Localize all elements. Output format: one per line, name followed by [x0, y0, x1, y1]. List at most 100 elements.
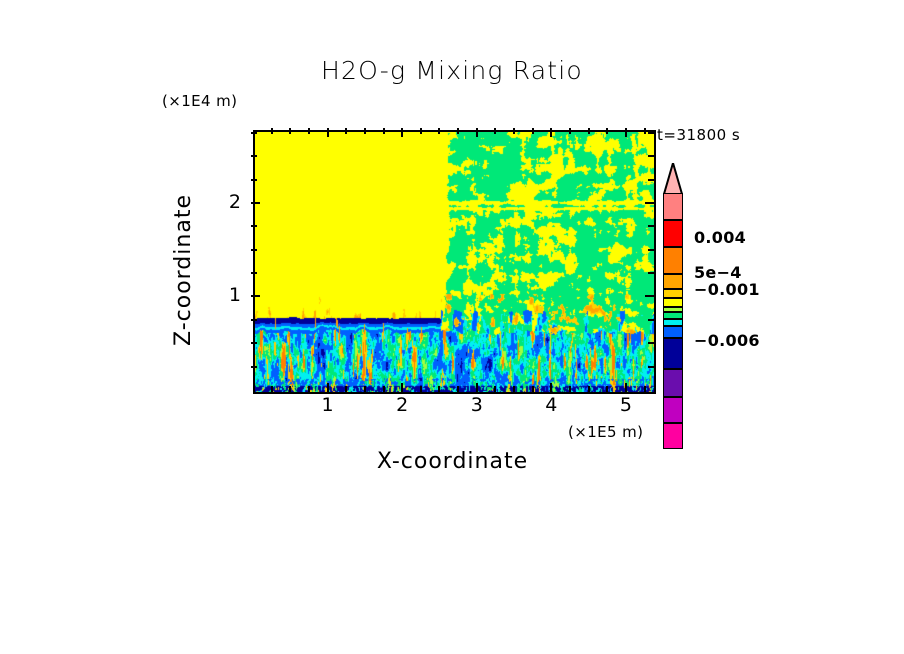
y-tick — [251, 365, 257, 368]
x-tick — [550, 383, 553, 392]
y-tick-right — [645, 201, 654, 204]
x-tick — [494, 386, 497, 392]
x-tick-label: 1 — [321, 394, 334, 416]
x-tick-top — [624, 128, 627, 137]
x-tick-label: 3 — [470, 394, 483, 416]
x-tick-top — [270, 128, 273, 134]
colorbar-band — [663, 312, 683, 319]
x-tick-top — [494, 128, 497, 134]
x-tick-top — [457, 128, 460, 134]
x-axis-title: X-coordinate — [376, 449, 529, 474]
colorbar-tick-label: 0.004 — [694, 228, 747, 247]
x-tick — [363, 386, 366, 392]
x-tick-top — [382, 128, 385, 134]
y-tick — [251, 178, 257, 181]
y-tick — [251, 201, 260, 204]
x-tick — [401, 383, 404, 392]
y-tick-right — [645, 295, 654, 298]
x-tick — [270, 386, 273, 392]
x-tick-top — [587, 128, 590, 134]
y-tick-right — [648, 272, 654, 275]
colorbar-band — [663, 326, 683, 338]
y-tick-right — [648, 318, 654, 321]
x-tick-top — [401, 128, 404, 137]
x-tick — [345, 386, 348, 392]
x-tick-top — [326, 128, 329, 137]
figure-title: H2O-g Mixing Ratio — [321, 56, 583, 85]
y-tick-right — [648, 365, 654, 368]
x-tick-top — [531, 128, 534, 134]
colorbar-band — [663, 369, 683, 397]
y-tick — [251, 272, 257, 275]
x-tick-top — [550, 128, 553, 137]
y-tick — [251, 225, 257, 228]
y-tick-right — [648, 155, 654, 158]
x-tick-top — [475, 128, 478, 137]
y-tick-right — [648, 225, 654, 228]
y-tick-right — [648, 342, 654, 345]
x-tick-top — [307, 128, 310, 134]
colorbar-band — [663, 397, 683, 423]
y-tick-right — [648, 178, 654, 181]
time-annotation: t=31800 s — [657, 126, 741, 144]
colorbar-arrow-icon — [662, 159, 684, 195]
x-axis-unit-label: (×1E5 m) — [568, 423, 644, 441]
z-axis-unit-label: (×1E4 m) — [162, 92, 238, 110]
colorbar-band — [663, 338, 683, 369]
colorbar-band — [663, 289, 683, 298]
x-tick-label: 2 — [396, 394, 409, 416]
x-tick — [513, 386, 516, 392]
x-tick-label: 5 — [619, 394, 632, 416]
colorbar — [662, 159, 684, 449]
y-tick — [251, 295, 260, 298]
x-tick-top — [606, 128, 609, 134]
x-tick-top — [289, 128, 292, 134]
x-tick — [326, 383, 329, 392]
x-tick-top — [643, 128, 646, 134]
y-tick — [251, 318, 257, 321]
colorbar-band — [663, 220, 683, 247]
contour-field — [255, 132, 654, 392]
y-tick — [251, 131, 257, 134]
colorbar-band — [663, 298, 683, 307]
y-tick-right — [648, 248, 654, 251]
x-tick — [419, 386, 422, 392]
x-tick-top — [438, 128, 441, 134]
x-tick — [382, 386, 385, 392]
plot-area — [253, 130, 656, 394]
colorbar-band — [663, 423, 683, 449]
x-tick — [606, 386, 609, 392]
colorbar-band — [663, 307, 683, 312]
x-tick — [643, 386, 646, 392]
x-tick-top — [345, 128, 348, 134]
y-tick-label: 2 — [228, 190, 241, 213]
x-tick-top — [568, 128, 571, 134]
x-tick-top — [419, 128, 422, 134]
y-tick — [251, 342, 257, 345]
colorbar-band — [663, 193, 683, 220]
colorbar-tick-label: −0.006 — [694, 331, 760, 350]
x-tick — [289, 386, 292, 392]
colorbar-tick-label: −0.001 — [694, 280, 760, 299]
y-axis-title: Z-coordinate — [171, 194, 196, 346]
x-tick — [438, 386, 441, 392]
colorbar-tick-label: 5e−4 — [694, 263, 742, 282]
x-tick — [457, 386, 460, 392]
y-tick-right — [648, 131, 654, 134]
x-tick-top — [363, 128, 366, 134]
y-tick-label: 1 — [228, 284, 241, 307]
x-tick — [307, 386, 310, 392]
colorbar-band — [663, 274, 683, 289]
x-tick-top — [513, 128, 516, 134]
x-tick — [568, 386, 571, 392]
x-tick-label: 4 — [545, 394, 558, 416]
x-tick — [531, 386, 534, 392]
x-tick — [587, 386, 590, 392]
y-tick — [251, 155, 257, 158]
colorbar-band — [663, 319, 683, 326]
x-tick — [475, 383, 478, 392]
y-tick — [251, 248, 257, 251]
colorbar-band — [663, 247, 683, 274]
x-tick — [624, 383, 627, 392]
